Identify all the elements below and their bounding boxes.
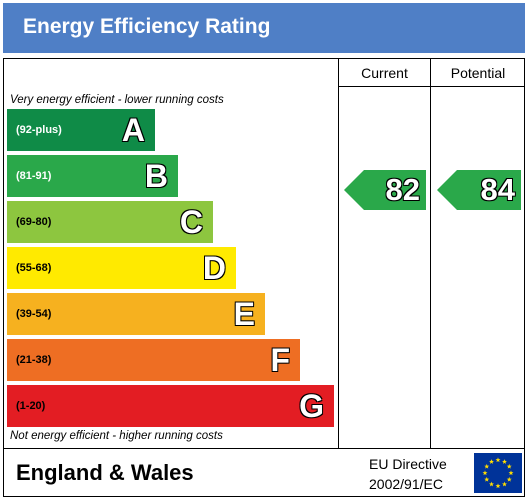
eu-star-icon — [508, 470, 514, 476]
column-divider — [338, 59, 339, 448]
footer: England & Wales EU Directive 2002/91/EC — [3, 449, 525, 497]
rating-band-g: (1-20) G — [7, 385, 334, 427]
eu-star-icon — [506, 476, 512, 482]
current-arrow-shape — [344, 170, 426, 210]
eu-star-icon — [495, 483, 501, 489]
eu-star-icon — [502, 459, 507, 464]
eu-directive: EU Directive 2002/91/EC — [369, 454, 447, 494]
potential-rating-value: 84 — [480, 172, 515, 207]
eu-star-icon — [489, 481, 494, 487]
rating-band-c: (69-80) C — [7, 201, 213, 243]
eu-star-icon — [484, 476, 490, 482]
note-inefficient: Not energy efficient - higher running co… — [10, 430, 223, 442]
footer-region: England & Wales — [16, 460, 194, 485]
rating-band-d: (55-68) D — [7, 247, 236, 289]
band-letter: C — [179, 204, 203, 240]
potential-rating-arrow: 84 — [437, 170, 521, 210]
band-letter: F — [270, 342, 290, 378]
band-letter: A — [121, 112, 145, 148]
band-range-label: (21-38) — [16, 354, 52, 366]
rating-band-e: (39-54) E — [7, 293, 265, 335]
eu-star-icon — [506, 463, 512, 469]
current-rating-value: 82 — [385, 172, 420, 207]
band-range-label: (81-91) — [16, 170, 52, 182]
note-efficient: Very energy efficient - lower running co… — [10, 94, 224, 106]
rating-chart: Current Potential Very energy efficient … — [3, 58, 525, 449]
eu-directive-line2: 2002/91/EC — [369, 476, 443, 492]
band-range-label: (55-68) — [16, 262, 52, 274]
page-title: Energy Efficiency Rating — [23, 15, 271, 38]
band-range-label: (69-80) — [16, 216, 52, 228]
eu-star-icon — [484, 463, 490, 469]
band-range-label: (92-plus) — [16, 124, 62, 136]
current-rating-arrow: 82 — [344, 170, 426, 210]
eu-flag-icon — [474, 453, 522, 493]
band-letter: D — [202, 250, 226, 286]
rating-band-a: (92-plus) A — [7, 109, 155, 151]
rating-band-f: (21-38) F — [7, 339, 300, 381]
rating-band-b: (81-91) B — [7, 155, 178, 197]
band-letter: B — [144, 158, 168, 194]
column-divider — [430, 59, 431, 448]
band-letter: G — [299, 388, 324, 424]
eu-flag-stars — [482, 457, 514, 489]
band-letter: E — [233, 296, 255, 332]
eu-star-icon — [489, 459, 494, 464]
band-range-label: (1-20) — [16, 400, 46, 412]
eu-star-icon — [502, 481, 507, 487]
band-range-label: (39-54) — [16, 308, 52, 320]
eu-star-icon — [482, 470, 488, 476]
header-bar: Energy Efficiency Rating — [3, 3, 525, 53]
potential-column-header: Potential — [431, 59, 525, 87]
eu-directive-line1: EU Directive — [369, 456, 447, 472]
potential-arrow-shape — [437, 170, 521, 210]
current-column-header: Current — [339, 59, 430, 87]
eu-star-icon — [495, 457, 501, 463]
